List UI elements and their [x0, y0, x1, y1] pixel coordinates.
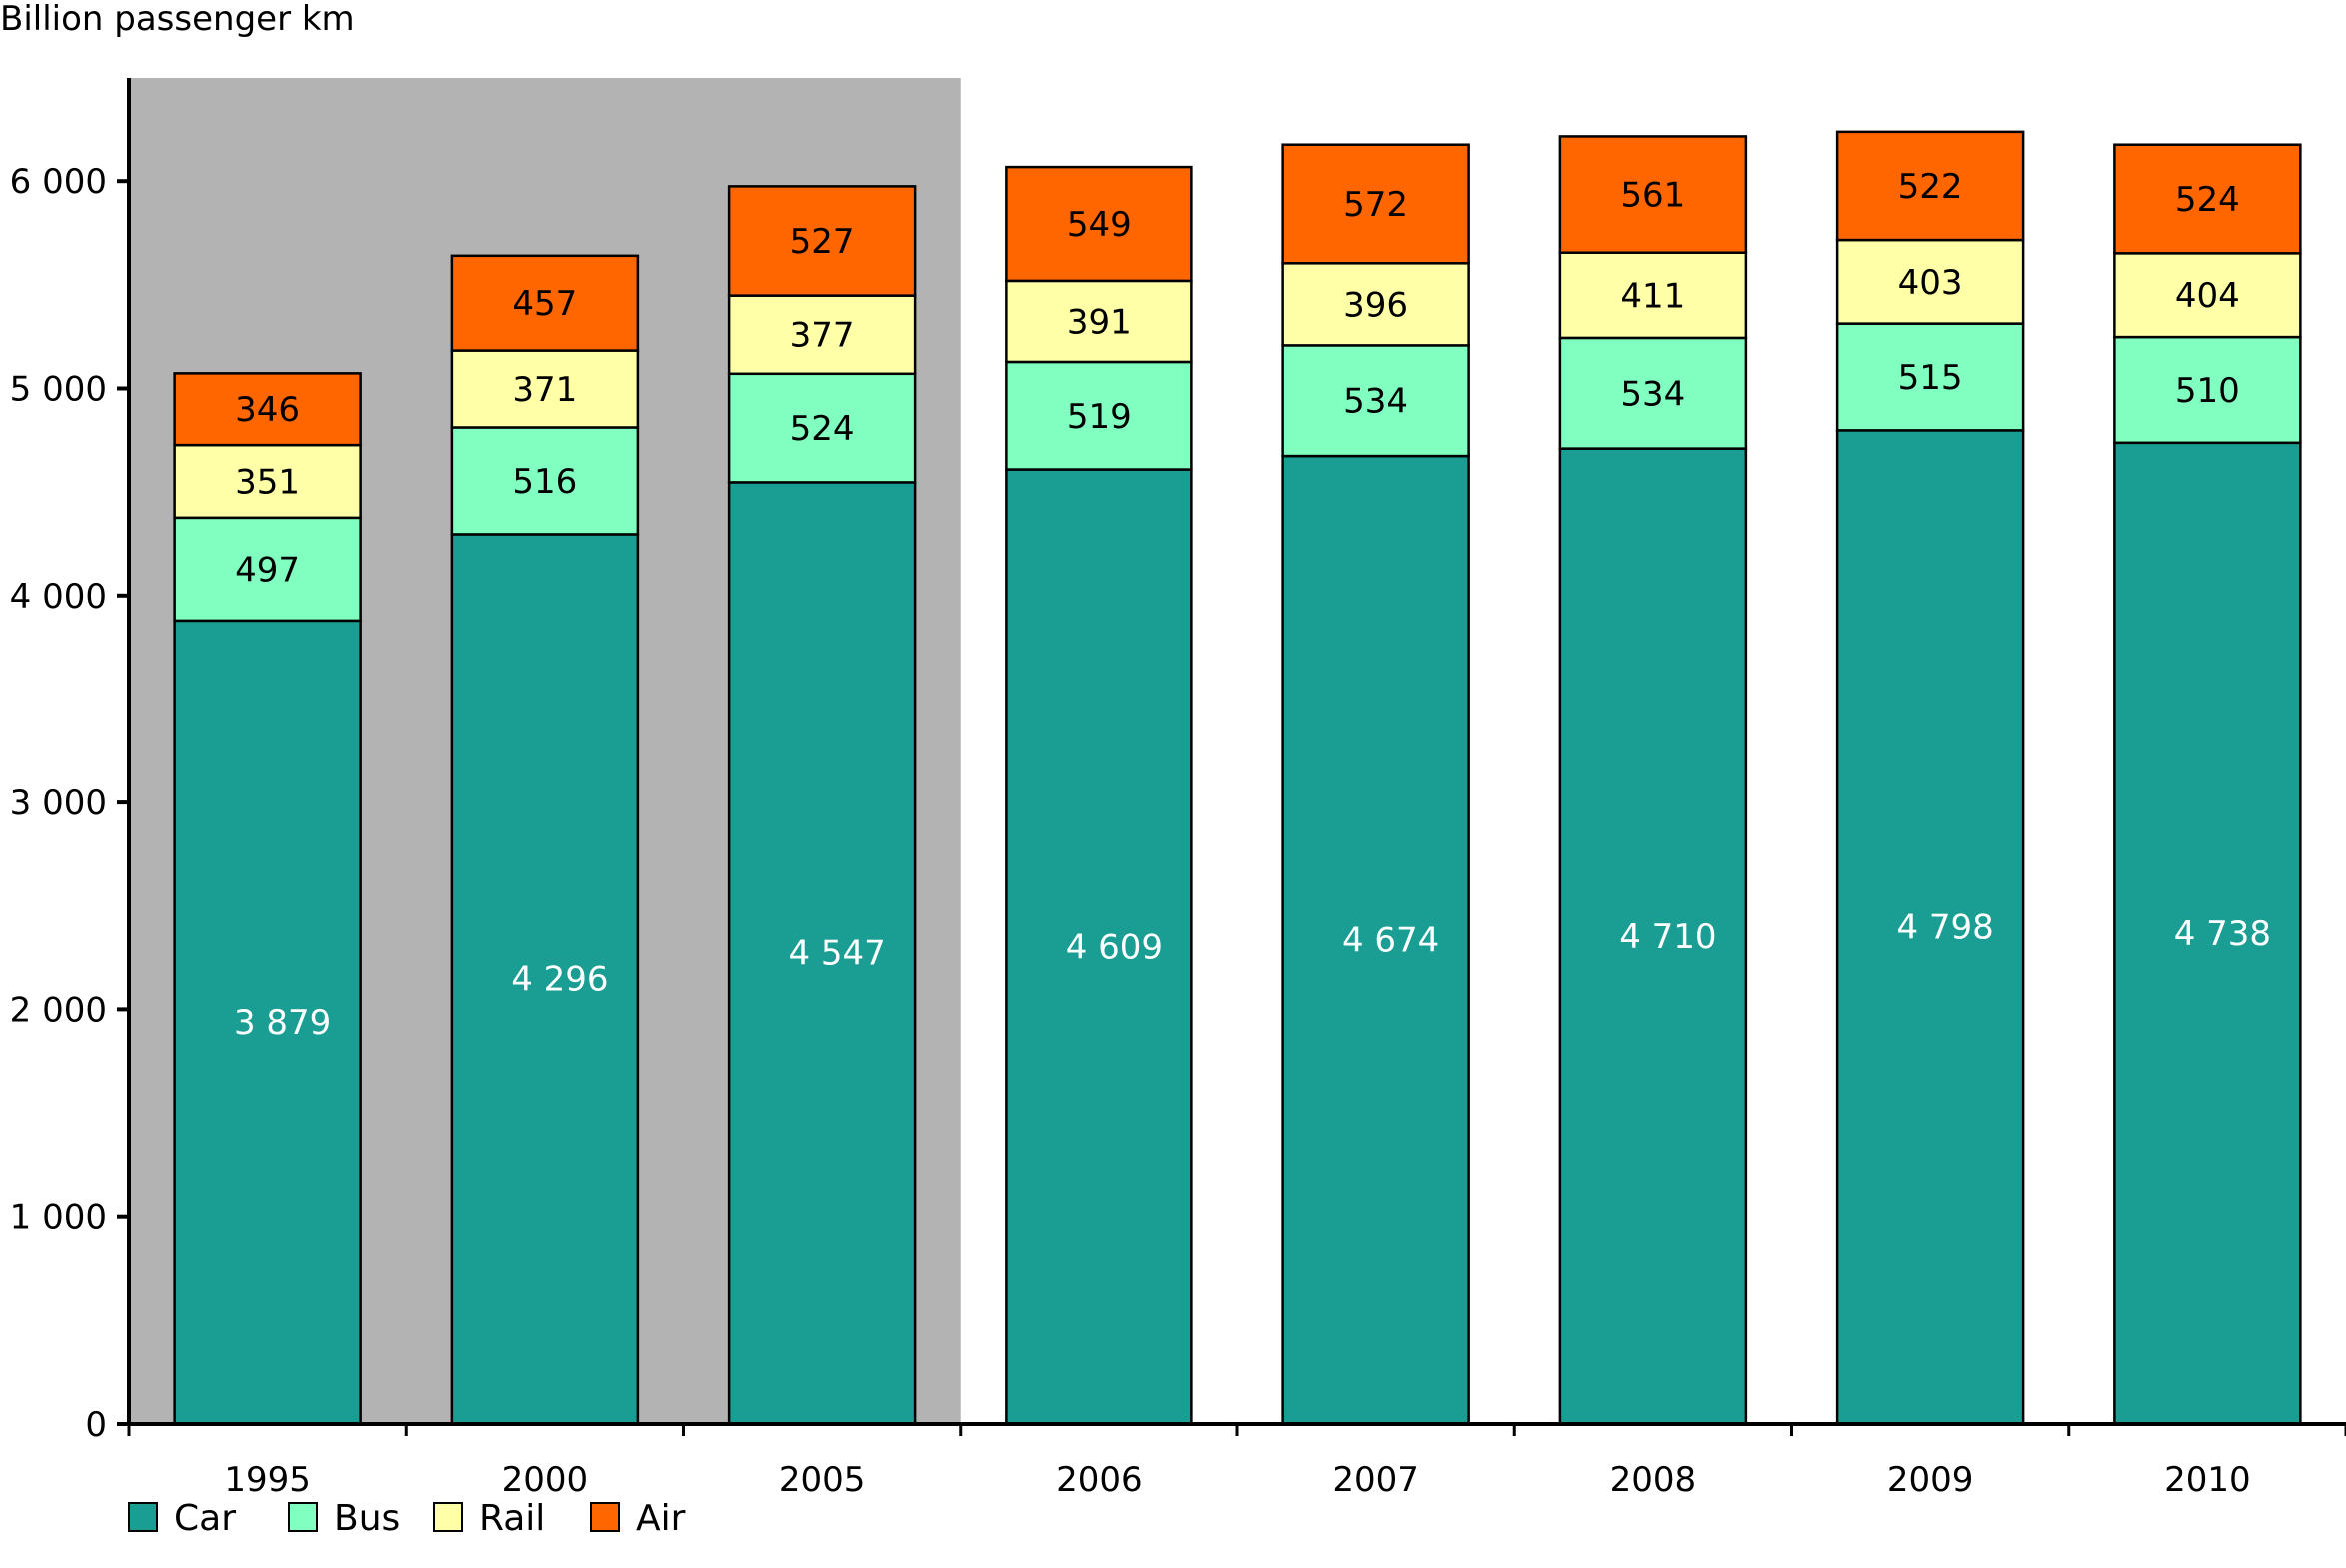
data-label-bus-2009: 515 [1898, 358, 1963, 398]
bar-segment-air-2007 [1281, 143, 1470, 265]
data-label-air-2007: 572 [1343, 185, 1408, 225]
data-label-bus-1995: 497 [235, 550, 300, 590]
bar-segment-bus-2007 [1281, 344, 1470, 458]
bar-segment-car-2005 [727, 481, 917, 1426]
bar-segment-car-2008 [1558, 447, 1748, 1426]
bar-segment-air-2006 [1005, 165, 1193, 283]
data-label-air-2005: 527 [790, 222, 855, 262]
x-tick-label: 2005 [779, 1460, 866, 1500]
legend-swatch-rail [433, 1502, 463, 1532]
legend-label-car: Car [174, 1498, 236, 1539]
bar-segment-rail-2006 [1005, 279, 1193, 364]
y-tick-label: 0 [85, 1405, 107, 1445]
x-tick-label: 2008 [1610, 1460, 1697, 1500]
data-label-rail-2000: 371 [512, 370, 577, 410]
bar-segment-bus-2006 [1005, 360, 1193, 471]
data-label-car-1995: 3 879 [234, 1003, 331, 1043]
bar-stack-1995: 3 879 497 351 346 [173, 372, 362, 1426]
x-tick-label: 2010 [2164, 1460, 2251, 1500]
data-label-car-2007: 4 674 [1342, 921, 1439, 961]
bar-segment-bus-2000 [450, 426, 640, 536]
bar-segment-rail-2007 [1281, 262, 1470, 347]
legend: Car Bus Rail Air [128, 1498, 686, 1539]
y-tick-label: 5 000 [10, 370, 107, 410]
legend-label-rail: Rail [479, 1498, 545, 1539]
data-label-bus-2006: 519 [1067, 397, 1132, 437]
legend-swatch-bus [288, 1502, 318, 1532]
y-tick-label: 6 000 [10, 162, 107, 202]
bar-segment-air-2010 [2113, 143, 2302, 255]
bar-segment-rail-2000 [450, 349, 640, 429]
data-label-air-1995: 346 [235, 390, 300, 430]
bar-stack-2006: 4 609 519 391 549 [1005, 165, 1193, 1426]
data-label-rail-2009: 403 [1898, 263, 1963, 303]
data-label-air-2008: 561 [1620, 176, 1685, 216]
data-label-car-2009: 4 798 [1896, 908, 1993, 948]
legend-item-air: Air [590, 1498, 686, 1539]
bar-segment-bus-2008 [1558, 336, 1748, 450]
legend-item-rail: Rail [433, 1498, 545, 1539]
y-axis-title: Billion passenger km [0, 0, 355, 39]
y-tick-label: 3 000 [10, 784, 107, 823]
y-tick-label: 4 000 [10, 577, 107, 617]
y-tick-label: 1 000 [10, 1198, 107, 1238]
bar-segment-car-1995 [173, 619, 362, 1426]
bar-segment-rail-2005 [727, 294, 917, 376]
x-tick-label: 2006 [1056, 1460, 1143, 1500]
data-label-rail-2005: 377 [790, 316, 855, 356]
bar-segment-car-2009 [1835, 429, 2025, 1426]
data-label-bus-2000: 516 [512, 462, 577, 502]
legend-label-air: Air [636, 1498, 686, 1539]
data-label-air-2010: 524 [2175, 180, 2240, 220]
legend-swatch-air [590, 1502, 620, 1532]
legend-item-bus: Bus [288, 1498, 400, 1539]
bars-group: 3 879 497 351 346 4 296 516 371 457 4 547 524 377 5… [173, 130, 2302, 1426]
x-tick-label: 2007 [1332, 1460, 1419, 1500]
data-label-air-2009: 522 [1898, 167, 1963, 207]
bar-segment-rail-2010 [2113, 252, 2302, 339]
bar-segment-air-2008 [1558, 135, 1748, 254]
legend-swatch-car [128, 1502, 158, 1532]
data-label-car-2000: 4 296 [511, 960, 608, 1000]
bar-segment-car-2006 [1005, 468, 1193, 1426]
data-label-bus-2008: 534 [1620, 374, 1685, 414]
x-tick-label: 1995 [224, 1460, 311, 1500]
bar-segment-car-2010 [2113, 441, 2302, 1426]
data-label-car-2010: 4 738 [2174, 914, 2271, 954]
x-tick-label: 2009 [1887, 1460, 1974, 1500]
bar-stack-2010: 4 738 510 404 524 [2113, 143, 2302, 1426]
legend-item-car: Car [128, 1498, 236, 1539]
data-label-bus-2010: 510 [2175, 371, 2240, 411]
data-label-air-2000: 457 [512, 284, 577, 324]
data-label-rail-2008: 411 [1620, 276, 1685, 316]
data-label-air-2006: 549 [1067, 205, 1132, 245]
bar-segment-bus-2009 [1835, 322, 2025, 432]
axes-group: 0 1 000 2 000 3 000 4 000 5 000 6 000 1995 2000 2… [10, 78, 2346, 1500]
data-label-rail-2010: 404 [2175, 276, 2240, 316]
data-label-car-2008: 4 710 [1619, 917, 1716, 957]
bar-segment-car-2007 [1281, 454, 1470, 1426]
x-tick-label: 2000 [502, 1460, 589, 1500]
bar-stack-2000: 4 296 516 371 457 [450, 254, 640, 1426]
bar-stack-2005: 4 547 524 377 527 [727, 185, 917, 1426]
data-label-car-2006: 4 609 [1066, 927, 1163, 967]
data-label-bus-2007: 534 [1343, 382, 1408, 422]
legend-label-bus: Bus [334, 1498, 400, 1539]
bar-segment-air-2009 [1835, 130, 2025, 242]
bar-stack-2007: 4 674 534 396 572 [1281, 143, 1470, 1426]
bar-segment-air-1995 [173, 372, 362, 447]
y-tick-label: 2 000 [10, 990, 107, 1030]
data-label-bus-2005: 524 [790, 409, 855, 449]
bar-stack-2008: 4 710 534 411 561 [1558, 135, 1748, 1426]
bar-segment-air-2000 [450, 254, 640, 352]
data-label-rail-2006: 391 [1067, 302, 1132, 342]
bar-segment-rail-1995 [173, 443, 362, 520]
bar-segment-air-2005 [727, 185, 917, 297]
data-label-rail-1995: 351 [235, 462, 300, 502]
data-label-car-2005: 4 547 [788, 934, 885, 974]
data-label-rail-2007: 396 [1343, 285, 1408, 325]
bar-stack-2009: 4 798 515 403 522 [1835, 130, 2025, 1426]
